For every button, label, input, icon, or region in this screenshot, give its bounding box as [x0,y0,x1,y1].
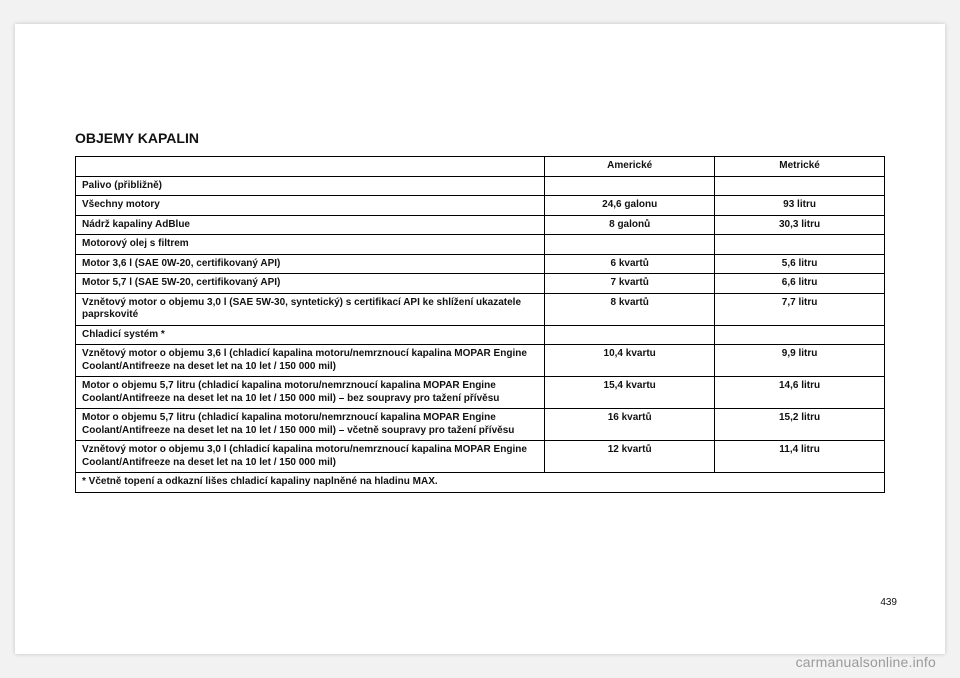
row-value-metricke: 14,6 litru [715,377,885,409]
table-footnote: * Včetně topení a odkazní lišes chladicí… [76,473,885,493]
row-value-metricke [715,325,885,345]
page-number: 439 [880,597,897,608]
row-value-metricke: 15,2 litru [715,409,885,441]
header-metricke: Metrické [715,157,885,177]
row-label: Motorový olej s filtrem [76,235,545,255]
content-block: OBJEMY KAPALIN Americké Metrické Palivo … [75,130,885,493]
row-label: Vznětový motor o objemu 3,6 l (chladicí … [76,345,545,377]
row-value-americke: 15,4 kvartu [545,377,715,409]
page: OBJEMY KAPALIN Americké Metrické Palivo … [15,24,945,654]
row-label: Motor 5,7 l (SAE 5W-20, certifikovaný AP… [76,274,545,294]
row-label: Vznětový motor o objemu 3,0 l (chladicí … [76,441,545,473]
row-value-americke: 12 kvartů [545,441,715,473]
row-value-americke [545,235,715,255]
table-header-row: Americké Metrické [76,157,885,177]
row-label: Palivo (přibližně) [76,176,545,196]
row-label: Motor 3,6 l (SAE 0W-20, certifikovaný AP… [76,254,545,274]
row-value-metricke: 9,9 litru [715,345,885,377]
fluids-table: Americké Metrické Palivo (přibližně)Všec… [75,156,885,493]
row-value-metricke [715,235,885,255]
watermark: carmanualsonline.info [796,654,936,670]
row-value-metricke: 30,3 litru [715,215,885,235]
row-label: Vznětový motor o objemu 3,0 l (SAE 5W-30… [76,293,545,325]
table-row: Všechny motory24,6 galonu93 litru [76,196,885,216]
table-footnote-row: * Včetně topení a odkazní lišes chladicí… [76,473,885,493]
table-row: Vznětový motor o objemu 3,6 l (chladicí … [76,345,885,377]
table-row: Motor 5,7 l (SAE 5W-20, certifikovaný AP… [76,274,885,294]
row-label: Nádrž kapaliny AdBlue [76,215,545,235]
row-value-americke: 6 kvartů [545,254,715,274]
table-row: Motor o objemu 5,7 litru (chladicí kapal… [76,377,885,409]
row-value-metricke: 11,4 litru [715,441,885,473]
row-value-metricke: 6,6 litru [715,274,885,294]
row-value-americke: 10,4 kvartu [545,345,715,377]
row-label: Motor o objemu 5,7 litru (chladicí kapal… [76,377,545,409]
table-row: Motor 3,6 l (SAE 0W-20, certifikovaný AP… [76,254,885,274]
table-row: Vznětový motor o objemu 3,0 l (SAE 5W-30… [76,293,885,325]
row-value-metricke: 93 litru [715,196,885,216]
row-value-americke: 16 kvartů [545,409,715,441]
table-row: Motor o objemu 5,7 litru (chladicí kapal… [76,409,885,441]
table-row: Chladicí systém * [76,325,885,345]
table-row: Palivo (přibližně) [76,176,885,196]
row-value-americke: 8 kvartů [545,293,715,325]
header-americke: Americké [545,157,715,177]
table-row: Nádrž kapaliny AdBlue8 galonů30,3 litru [76,215,885,235]
row-value-metricke [715,176,885,196]
row-value-americke [545,325,715,345]
row-value-metricke: 5,6 litru [715,254,885,274]
header-empty [76,157,545,177]
table-row: Vznětový motor o objemu 3,0 l (chladicí … [76,441,885,473]
row-label: Motor o objemu 5,7 litru (chladicí kapal… [76,409,545,441]
row-label: Chladicí systém * [76,325,545,345]
row-value-americke [545,176,715,196]
table-row: Motorový olej s filtrem [76,235,885,255]
row-value-americke: 8 galonů [545,215,715,235]
page-title: OBJEMY KAPALIN [75,130,885,146]
row-value-metricke: 7,7 litru [715,293,885,325]
row-value-americke: 7 kvartů [545,274,715,294]
row-value-americke: 24,6 galonu [545,196,715,216]
row-label: Všechny motory [76,196,545,216]
